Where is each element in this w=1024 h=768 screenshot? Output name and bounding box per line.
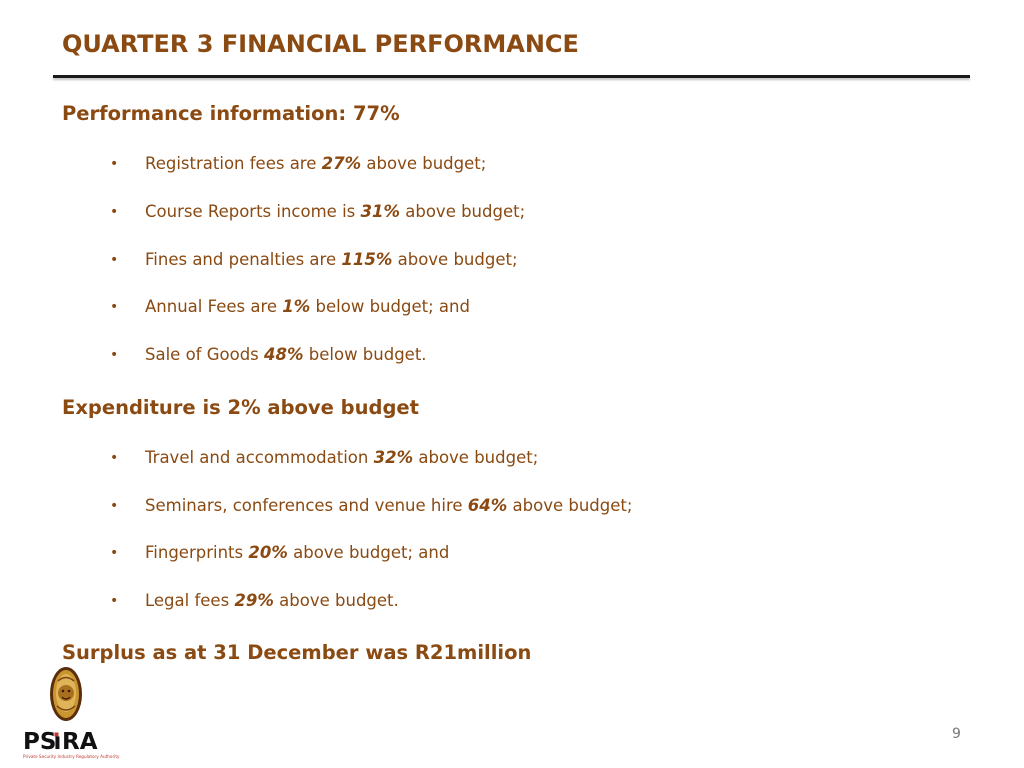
percentage: 27%	[321, 154, 362, 173]
percentage: 64%	[467, 496, 508, 515]
svg-text:ı: ı	[54, 729, 62, 755]
bullet-icon: •	[110, 204, 119, 220]
bullet-icon: •	[110, 299, 119, 315]
list-item-text: Course Reports income is 31% above budge…	[145, 202, 526, 221]
psira-logo: PS ı RA Private Security Industry Regula…	[23, 667, 120, 759]
bullet-icon: •	[110, 347, 119, 363]
bullet-icon: •	[110, 498, 119, 514]
lion-emblem-icon	[50, 667, 82, 721]
page-number: 9	[952, 726, 961, 742]
list-item-text: Annual Fees are 1% below budget; and	[145, 297, 470, 316]
list-item-text: Travel and accommodation 32% above budge…	[145, 448, 539, 467]
bullet-icon: •	[110, 252, 119, 268]
svg-text:PS: PS	[23, 729, 56, 755]
percentage: 20%	[248, 543, 288, 562]
list-item-text: Registration fees are 27% above budget;	[145, 154, 487, 173]
percentage: 115%	[341, 250, 393, 269]
percentage: 29%	[234, 591, 274, 610]
expenditure-heading: Expenditure is 2% above budget	[62, 396, 419, 419]
list-item-text: Seminars, conferences and venue hire 64%…	[145, 496, 633, 515]
slide-title: QUARTER 3 FINANCIAL PERFORMANCE	[62, 30, 579, 58]
list-item-text: Sale of Goods 48% below budget.	[145, 345, 427, 364]
psira-tagline: Private Security Industry Regulatory Aut…	[23, 754, 120, 759]
bullet-icon: •	[110, 593, 119, 609]
percentage: 31%	[360, 202, 401, 221]
bullet-icon: •	[110, 545, 119, 561]
performance-heading: Performance information: 77%	[62, 102, 400, 125]
psira-wordmark: PS ı RA	[23, 729, 98, 755]
title-underline	[53, 75, 970, 78]
bullet-icon: •	[110, 156, 119, 172]
surplus-heading: Surplus as at 31 December was R21million	[62, 641, 532, 664]
list-item-text: Legal fees 29% above budget.	[145, 591, 399, 610]
bullet-icon: •	[110, 450, 119, 466]
percentage: 48%	[264, 345, 304, 364]
list-item-text: Fines and penalties are 115% above budge…	[145, 250, 518, 269]
percentage: 1%	[282, 297, 311, 316]
list-item-text: Fingerprints 20% above budget; and	[145, 543, 450, 562]
svg-text:RA: RA	[62, 729, 98, 755]
percentage: 32%	[373, 448, 414, 467]
